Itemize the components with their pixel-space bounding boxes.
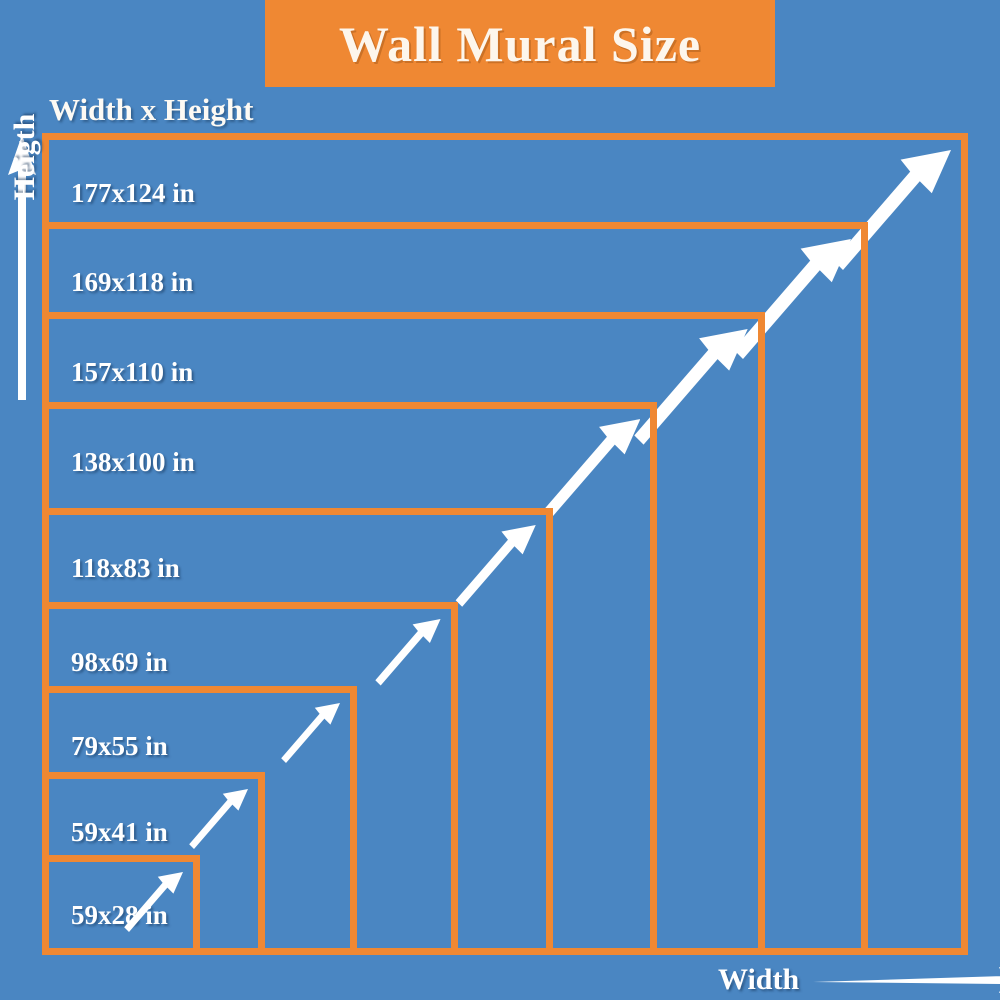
width-height-caption: Width x Height <box>49 92 254 127</box>
arrow-up-right-icon <box>189 789 248 849</box>
page-title: Wall Mural Size <box>338 15 702 72</box>
arrow-up-right-icon <box>375 619 441 686</box>
width-axis: Width <box>718 958 1000 1000</box>
size-box-label: 177x124 in <box>71 178 195 208</box>
width-axis-label: Width <box>718 963 800 996</box>
size-box-label: 79x55 in <box>71 731 168 761</box>
arrow-right-icon <box>813 967 1000 993</box>
size-box-label: 98x69 in <box>71 647 168 677</box>
size-box[interactable]: 59x28 in <box>42 855 200 955</box>
size-box-label: 59x28 in <box>71 900 168 930</box>
arrow-up-right-icon <box>455 525 536 607</box>
size-box-label: 59x41 in <box>71 817 168 847</box>
arrow-up-right-icon <box>281 703 340 763</box>
size-box-label: 118x83 in <box>71 553 180 583</box>
arrow-up-icon <box>8 135 36 400</box>
height-axis-label: Heigth <box>8 113 41 201</box>
size-box-label: 138x100 in <box>71 447 195 477</box>
arrow-up-right-icon <box>543 419 640 518</box>
size-box-label: 157x110 in <box>71 357 194 387</box>
size-box-label: 169x118 in <box>71 267 194 297</box>
title-banner: Wall Mural Size <box>265 0 775 87</box>
height-axis <box>0 135 44 410</box>
